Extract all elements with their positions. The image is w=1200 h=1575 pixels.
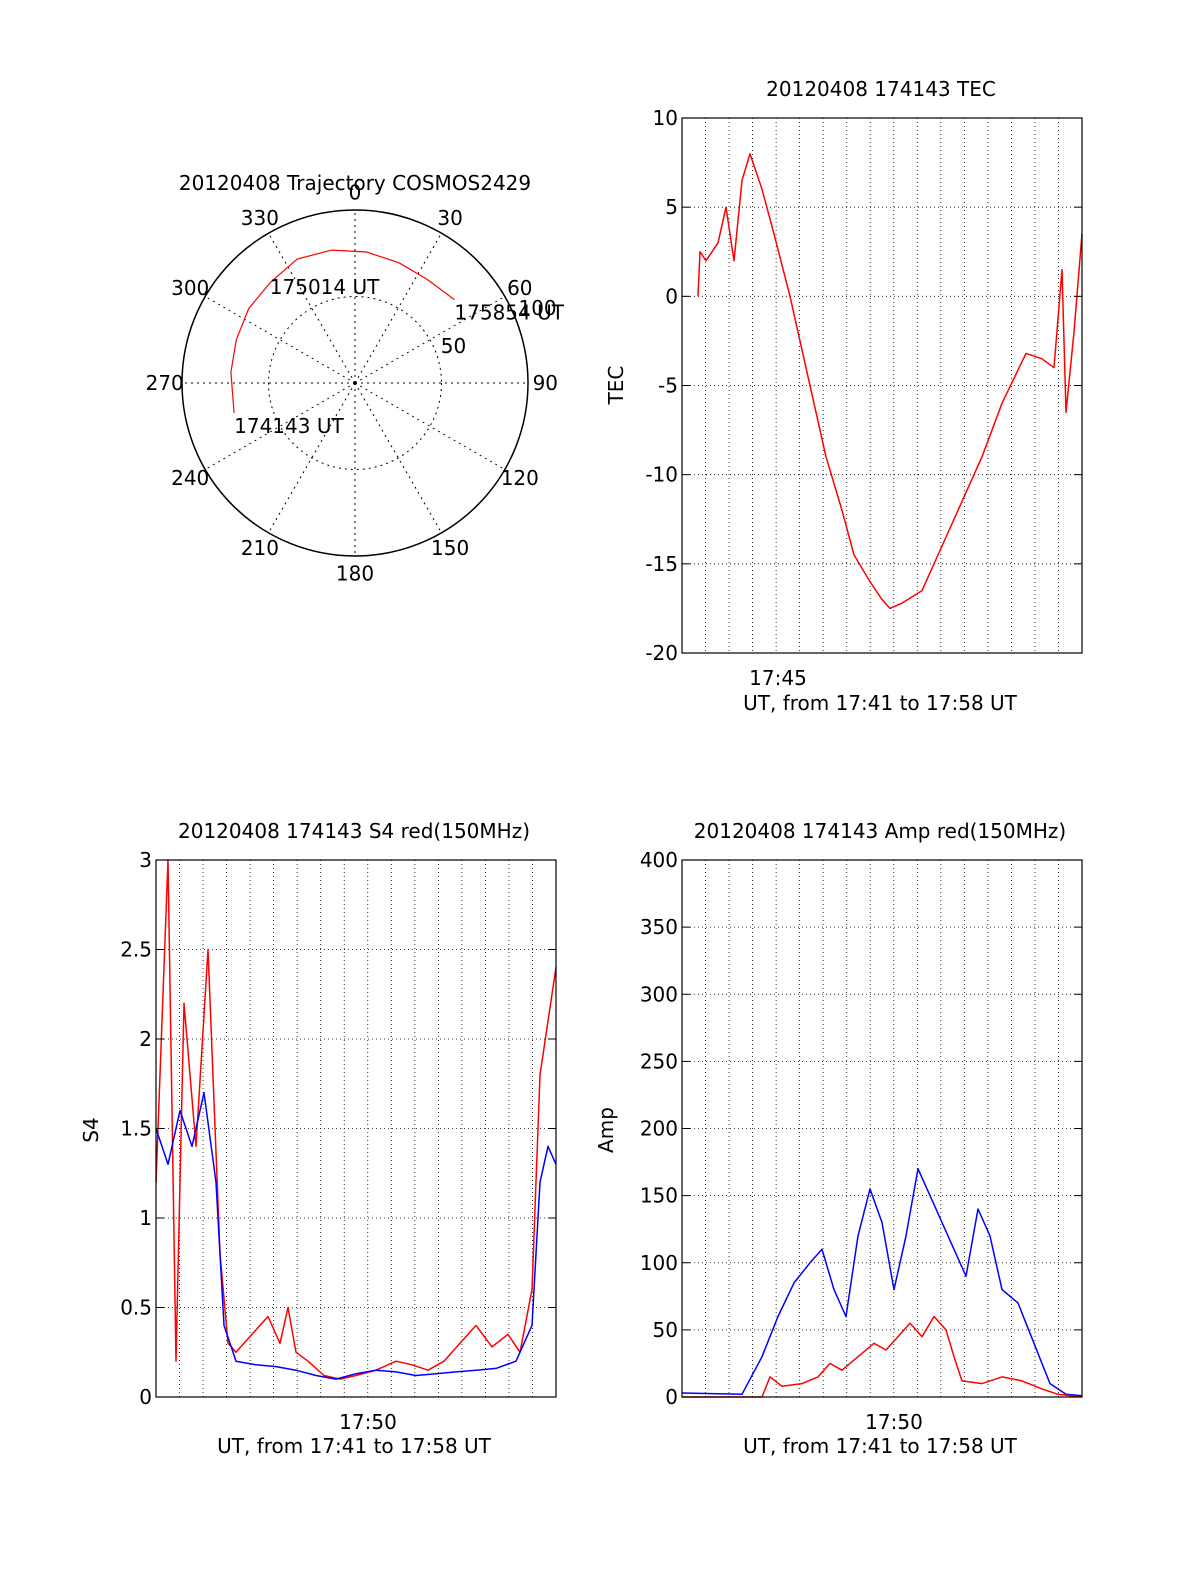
series-line	[155, 859, 557, 1380]
s4-ylabel: S4	[79, 1117, 103, 1142]
s4-series	[155, 859, 557, 1380]
polar-azimuth-label: 30	[437, 206, 462, 230]
polar-azimuth-label: 0	[349, 181, 362, 205]
y-tick-label: 250	[640, 1049, 678, 1073]
amp-axes: 0 50 100 150 200 250 300 350 400 17:50	[640, 848, 1083, 1434]
y-tick-label: 100	[640, 1251, 678, 1275]
y-tick-label: -5	[658, 374, 678, 398]
polar-spoke	[268, 232, 356, 384]
polar-radius-label: 50	[441, 334, 466, 358]
y-tick-label: 400	[640, 848, 678, 872]
s4-xlabel: UT, from 17:41 to 17:58 UT	[217, 1434, 492, 1458]
polar-point-label: 175854 UT	[454, 301, 564, 325]
tec-xlabel: UT, from 17:41 to 17:58 UT	[743, 691, 1018, 715]
y-tick-label: 1.5	[120, 1117, 152, 1141]
y-tick-label: 1	[139, 1206, 152, 1230]
s4-chart-panel: 20120408 174143 S4 red(150MHz) UT, from …	[79, 819, 557, 1458]
polar-azimuth-label: 150	[431, 536, 469, 560]
x-tick-label: 17:50	[865, 1410, 923, 1434]
y-tick-label: 150	[640, 1184, 678, 1208]
polar-azimuth-label: 300	[171, 276, 209, 300]
y-tick-label: 0	[139, 1385, 152, 1409]
polar-radius-circle	[268, 296, 442, 470]
y-tick-label: 200	[640, 1117, 678, 1141]
polar-title: 20120408 Trajectory COSMOS2429	[179, 171, 531, 195]
polar-outer-circle	[181, 209, 529, 557]
polar-azimuth-label: 120	[501, 466, 539, 490]
polar-point-label: 174143 UT	[234, 414, 344, 438]
polar-spoke	[354, 232, 442, 384]
y-tick-label: 2.5	[120, 938, 152, 962]
polar-spoke	[354, 382, 506, 470]
y-tick-label: 0	[665, 284, 678, 308]
tec-chart-panel: 20120408 174143 TEC UT, from 17:41 to 17…	[604, 77, 1083, 715]
polar-spoke	[204, 382, 356, 470]
series-line	[682, 1315, 1083, 1398]
series-line	[697, 152, 1083, 610]
tec-axes: 10 5 0 -5 -10 -15 -20 17:45	[645, 106, 1083, 690]
x-tick-label: 17:50	[339, 1410, 397, 1434]
polar-trajectory-panel: 20120408 Trajectory COSMOS2429 0 30 60 90 12…	[146, 171, 565, 585]
y-tick-label: 350	[640, 915, 678, 939]
polar-spoke	[354, 382, 442, 534]
y-tick-label: -15	[645, 552, 678, 576]
polar-azimuth-label: 60	[507, 276, 532, 300]
y-tick-label: 0	[665, 1385, 678, 1409]
polar-azimuth-label: 330	[241, 206, 279, 230]
y-tick-label: 0.5	[120, 1296, 152, 1320]
y-tick-label: 2	[139, 1027, 152, 1051]
series-line	[155, 1091, 557, 1380]
polar-labels: 0 30 60 90 120 150 180 210 240 270 300 330 50 100 1741…	[146, 181, 565, 586]
y-tick-label: 10	[653, 106, 678, 130]
s4-title: 20120408 174143 S4 red(150MHz)	[178, 819, 530, 843]
polar-trajectory-line	[230, 249, 455, 414]
polar-azimuth-label: 270	[146, 371, 184, 395]
y-tick-label: 5	[665, 195, 678, 219]
polar-azimuth-label: 180	[336, 561, 374, 585]
polar-azimuth-label: 90	[533, 371, 558, 395]
polar-spoke	[204, 296, 356, 384]
amp-xlabel: UT, from 17:41 to 17:58 UT	[743, 1434, 1018, 1458]
y-tick-label: 300	[640, 982, 678, 1006]
tec-series	[697, 152, 1083, 610]
amp-grid	[682, 860, 1082, 1397]
amp-ylabel: Amp	[594, 1107, 618, 1153]
polar-point-label: 175014 UT	[270, 275, 380, 299]
polar-radius-label: 100	[518, 296, 556, 320]
polar-spoke	[354, 296, 506, 384]
y-tick-label: 3	[139, 848, 152, 872]
polar-series	[230, 249, 455, 414]
s4-grid	[156, 860, 556, 1397]
polar-spoke	[268, 382, 356, 534]
amp-series	[681, 1168, 1083, 1398]
polar-azimuth-label: 210	[241, 536, 279, 560]
tec-grid	[682, 118, 1082, 653]
y-tick-label: -20	[645, 641, 678, 665]
tec-ylabel: TEC	[604, 366, 628, 406]
tec-title: 20120408 174143 TEC	[766, 77, 996, 101]
series-line	[681, 1168, 1083, 1397]
polar-azimuth-label: 240	[171, 466, 209, 490]
s4-axes: 0 0.5 1 1.5 2 2.5 3 17:50	[120, 848, 557, 1434]
y-tick-label: -10	[645, 463, 678, 487]
polar-grid	[181, 209, 529, 557]
y-tick-label: 50	[653, 1318, 678, 1342]
amp-title: 20120408 174143 Amp red(150MHz)	[694, 819, 1066, 843]
amp-chart-panel: 20120408 174143 Amp red(150MHz) UT, from…	[594, 819, 1083, 1458]
x-tick-label: 17:45	[749, 666, 807, 690]
